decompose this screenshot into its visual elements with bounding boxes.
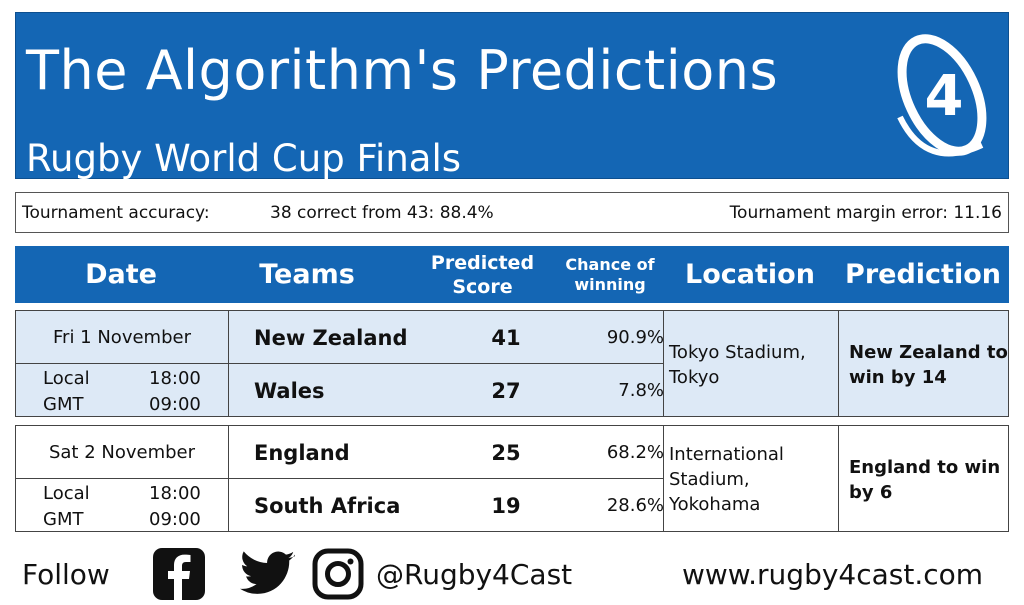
twitter-icon[interactable] xyxy=(240,550,296,598)
team-score: 25 xyxy=(491,440,521,465)
team-name: South Africa xyxy=(254,493,401,518)
header-chance: Chance of winning xyxy=(555,246,665,303)
header-date: Date xyxy=(85,259,157,290)
table-header: Date Teams Predicted Score Chance of win… xyxy=(15,246,1009,303)
follow-label: Follow xyxy=(22,558,110,591)
match-location: Tokyo Stadium, Tokyo xyxy=(669,341,806,388)
match-date: Fri 1 November xyxy=(53,327,191,348)
accuracy-label: Tournament accuracy: xyxy=(22,202,210,223)
website-link[interactable]: www.rugby4cast.com xyxy=(682,558,984,591)
header-chance-line2: winning xyxy=(574,274,646,294)
header-banner: The Algorithm's Predictions Rugby World … xyxy=(15,12,1009,180)
instagram-icon[interactable] xyxy=(312,548,364,600)
page-subtitle: Rugby World Cup Finals xyxy=(26,137,462,180)
win-chance: 7.8% xyxy=(618,380,664,401)
gmt-label: GMT xyxy=(43,393,84,415)
team-name: England xyxy=(254,440,350,465)
win-chance: 68.2% xyxy=(606,442,664,463)
match-block: Fri 1 November Local 18:00 GMT 09:00 New… xyxy=(15,310,1009,417)
header-prediction: Prediction xyxy=(845,259,1001,290)
team-name: New Zealand xyxy=(254,325,408,350)
header-teams: Teams xyxy=(259,259,355,290)
local-label: Local xyxy=(43,482,90,504)
facebook-icon[interactable] xyxy=(152,548,206,600)
logo-text: 4 xyxy=(925,64,964,129)
team-score: 41 xyxy=(491,325,521,350)
match-prediction: New Zealand to win by 14 xyxy=(849,341,1008,388)
local-label: Local xyxy=(43,367,90,389)
gmt-label: GMT xyxy=(43,508,84,530)
win-chance: 90.9% xyxy=(606,327,664,348)
gmt-time-row: GMT 09:00 xyxy=(16,506,228,532)
local-time: 18:00 xyxy=(149,482,201,504)
local-time: 18:00 xyxy=(149,367,201,389)
win-chance: 28.6% xyxy=(606,495,664,516)
gmt-time: 09:00 xyxy=(149,508,201,530)
margin-error: Tournament margin error: 11.16 xyxy=(729,202,1002,223)
gmt-time: 09:00 xyxy=(149,393,201,415)
team-name: Wales xyxy=(254,378,325,403)
local-time-row: Local 18:00 xyxy=(16,480,228,506)
header-predicted-line1: Predicted xyxy=(430,251,535,274)
rugby4cast-logo: 4 xyxy=(897,34,987,157)
accuracy-bar: Tournament accuracy: 38 correct from 43:… xyxy=(15,192,1009,233)
match-prediction: England to win by 6 xyxy=(849,456,1001,503)
local-time-row: Local 18:00 xyxy=(16,365,228,391)
header-predicted-score: Predicted Score xyxy=(415,246,550,303)
match-block: Sat 2 November Local 18:00 GMT 09:00 Eng… xyxy=(15,425,1009,532)
team-score: 19 xyxy=(491,493,521,518)
page-title: The Algorithm's Predictions xyxy=(26,39,779,102)
header-chance-line1: Chance of xyxy=(565,254,655,274)
header-predicted-line2: Score xyxy=(452,275,513,298)
footer: Follow @Rugby4Cast www.rugby4cast.com xyxy=(0,540,1024,605)
team-score: 27 xyxy=(491,378,521,403)
match-location: International Stadium, Yokohama xyxy=(669,444,784,515)
match-date: Sat 2 November xyxy=(48,442,196,463)
gmt-time-row: GMT 09:00 xyxy=(16,391,228,417)
social-handle[interactable]: @Rugby4Cast xyxy=(376,558,573,591)
accuracy-value: 38 correct from 43: 88.4% xyxy=(270,202,494,223)
header-location: Location xyxy=(685,259,815,290)
